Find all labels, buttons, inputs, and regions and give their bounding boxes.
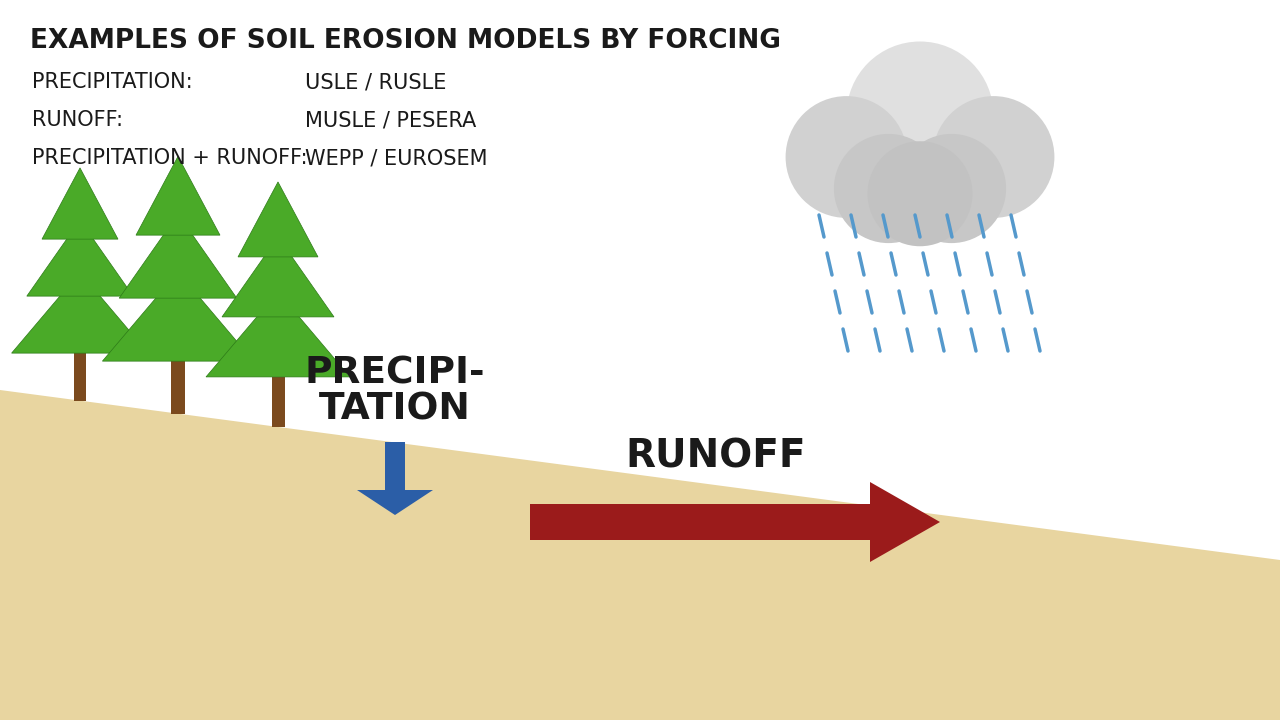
Polygon shape (238, 182, 317, 257)
Polygon shape (530, 482, 940, 562)
Polygon shape (27, 220, 133, 296)
Polygon shape (102, 272, 253, 361)
Text: PRECIPITATION + RUNOFF:: PRECIPITATION + RUNOFF: (32, 148, 307, 168)
Polygon shape (221, 237, 334, 317)
Bar (74, 353, 86, 400)
Circle shape (833, 134, 943, 243)
Circle shape (897, 134, 1006, 243)
Text: WEPP / EUROSEM: WEPP / EUROSEM (305, 148, 488, 168)
Text: RUNOFF: RUNOFF (625, 437, 805, 475)
Bar (271, 377, 284, 427)
Polygon shape (12, 272, 148, 353)
Circle shape (868, 141, 973, 246)
Text: PRECIPITATION:: PRECIPITATION: (32, 72, 192, 92)
Circle shape (786, 96, 908, 218)
Text: MUSLE / PESERA: MUSLE / PESERA (305, 110, 476, 130)
Text: RUNOFF:: RUNOFF: (32, 110, 123, 130)
Polygon shape (42, 168, 118, 239)
Polygon shape (357, 442, 433, 515)
Circle shape (846, 42, 993, 189)
Polygon shape (136, 156, 220, 235)
Text: TATION: TATION (319, 392, 471, 428)
Polygon shape (0, 390, 1280, 720)
Bar (172, 361, 184, 414)
Text: PRECIPI-: PRECIPI- (305, 355, 485, 391)
Circle shape (933, 96, 1055, 218)
Text: USLE / RUSLE: USLE / RUSLE (305, 72, 447, 92)
Polygon shape (119, 214, 237, 298)
Text: EXAMPLES OF SOIL EROSION MODELS BY FORCING: EXAMPLES OF SOIL EROSION MODELS BY FORCI… (29, 28, 781, 54)
Polygon shape (206, 292, 349, 377)
